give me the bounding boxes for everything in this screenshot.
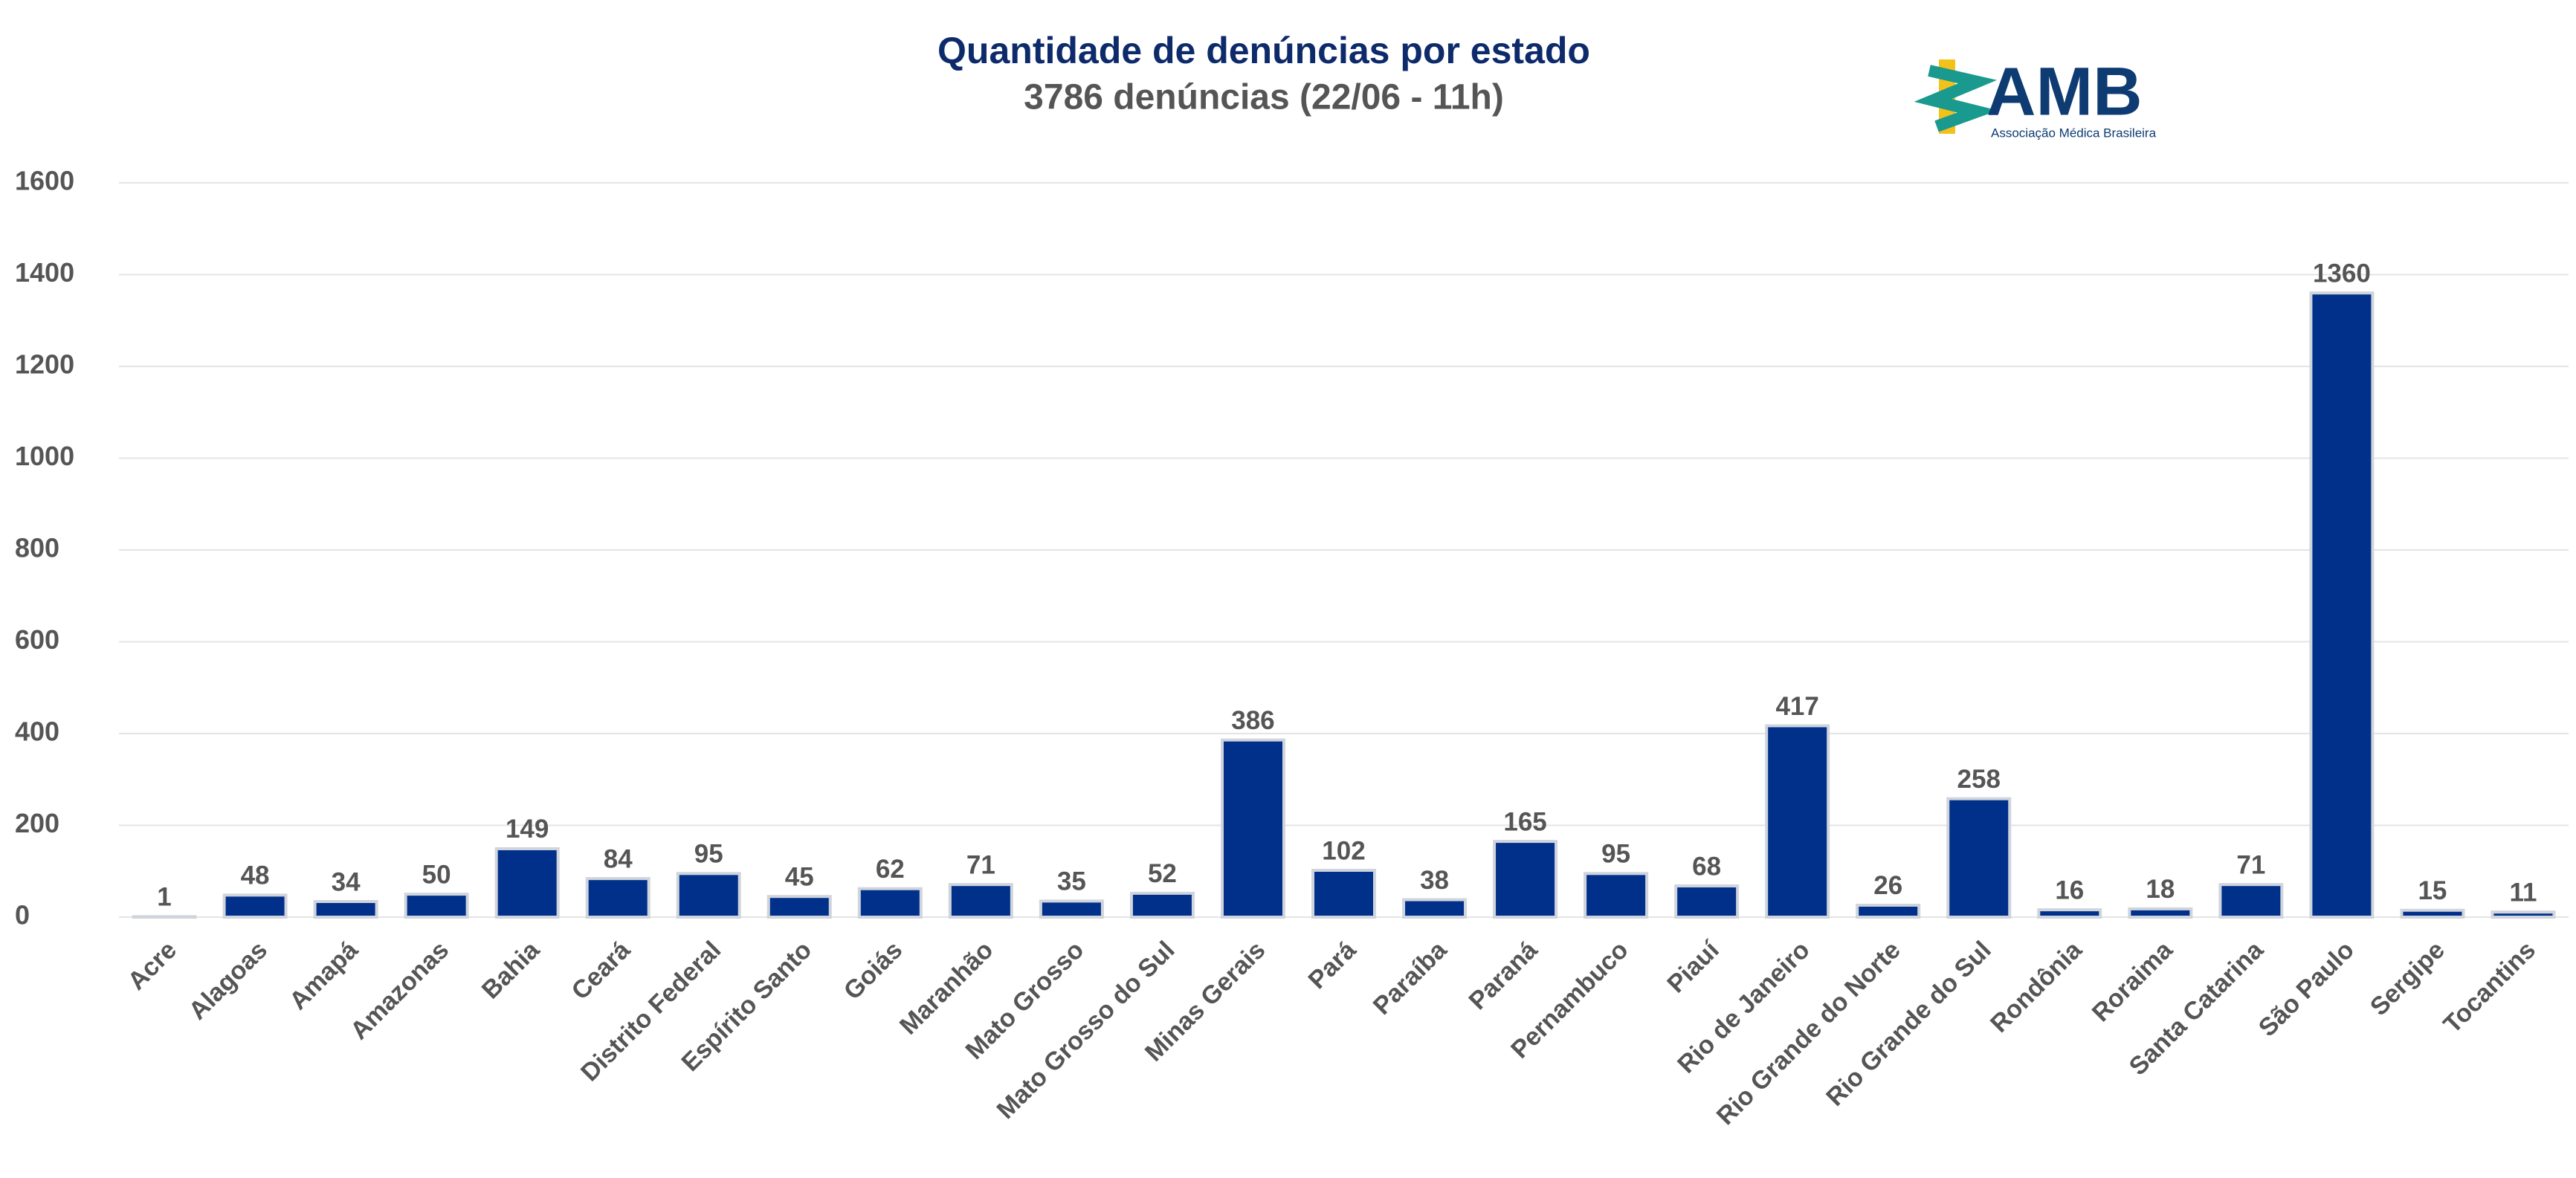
- value-label: 102: [1322, 836, 1365, 865]
- logo: AMB Associação Médica Brasileira: [1914, 54, 2157, 140]
- chart-subtitle: 3786 denúncias (22/06 - 11h): [1024, 78, 1504, 117]
- bar: [2037, 908, 2102, 919]
- bar: [948, 883, 1013, 919]
- bar: [1584, 872, 1649, 919]
- value-label: 165: [1503, 807, 1546, 836]
- value-label: 71: [2236, 850, 2265, 879]
- x-tick-label: Mato Grosso do Sul: [991, 936, 1180, 1124]
- bar: [1220, 738, 1285, 919]
- bar: [2491, 910, 2556, 919]
- bar: [1946, 797, 2012, 919]
- x-tick-label: Amapá: [284, 936, 364, 1015]
- value-label: 16: [2055, 876, 2084, 904]
- value-label: 84: [604, 844, 633, 873]
- x-tick-label: Rondônia: [1985, 935, 2088, 1038]
- x-tick-label: Rio Grande do Sul: [1821, 936, 1997, 1112]
- x-tick-label: Paraná: [1464, 936, 1543, 1015]
- bar: [1674, 884, 1740, 919]
- value-label: 258: [1957, 765, 2001, 794]
- bar: [1856, 903, 1921, 919]
- y-tick-label: 1600: [15, 166, 74, 196]
- value-label: 95: [694, 840, 723, 869]
- value-label: 11: [2509, 878, 2537, 907]
- value-label: 34: [332, 867, 361, 896]
- x-tick-label: Acre: [123, 936, 182, 995]
- bar: [1039, 899, 1104, 919]
- value-label: 68: [1692, 852, 1721, 881]
- x-tick-label: Pará: [1303, 936, 1362, 994]
- bar: [1765, 724, 1830, 919]
- x-tick-label: Alagoas: [184, 936, 273, 1025]
- y-tick-label: 400: [15, 716, 59, 747]
- x-tick-label: Ceará: [566, 936, 636, 1006]
- value-label: 1: [157, 883, 171, 912]
- logo-snake: [1914, 65, 1998, 132]
- value-label: 52: [1148, 859, 1177, 888]
- value-label: 386: [1231, 706, 1274, 735]
- value-label: 95: [1601, 840, 1630, 869]
- x-tick-label: Goiás: [839, 936, 908, 1006]
- x-tick-label: São Paulo: [2253, 936, 2360, 1042]
- value-label: 71: [966, 850, 995, 879]
- bar: [585, 877, 651, 919]
- y-tick-label: 800: [15, 533, 59, 563]
- bar: [2218, 883, 2284, 919]
- value-label: 48: [241, 861, 270, 890]
- value-label: 35: [1057, 867, 1086, 896]
- bar: [1402, 898, 1468, 919]
- value-label: 45: [785, 862, 814, 891]
- bar: [766, 895, 832, 919]
- chart-title: Quantidade de denúncias por estado: [937, 30, 1590, 71]
- logo-text: AMB: [1986, 54, 2143, 129]
- value-label: 1360: [2313, 259, 2371, 288]
- y-tick-label: 600: [15, 624, 59, 655]
- bar: [676, 872, 741, 919]
- bar: [313, 900, 378, 919]
- bar: [494, 847, 560, 919]
- x-tick-label: Piauí: [1662, 935, 1725, 998]
- x-tick-label: Bahia: [477, 935, 546, 1004]
- y-tick-label: 1000: [15, 441, 74, 471]
- value-label: 26: [1873, 871, 1902, 900]
- bar: [222, 893, 288, 919]
- value-label: 18: [2146, 875, 2175, 904]
- x-tick-label: Tocantins: [2438, 936, 2541, 1039]
- bar: [1129, 891, 1195, 919]
- value-label: 149: [506, 815, 549, 844]
- bar: [857, 887, 923, 919]
- value-label: 50: [422, 860, 451, 889]
- bar: [2128, 907, 2193, 919]
- y-tick-label: 200: [15, 808, 59, 838]
- value-label: 15: [2418, 876, 2447, 905]
- bar: [1493, 840, 1558, 919]
- bar: [132, 915, 197, 919]
- value-label: 62: [876, 855, 905, 884]
- y-tick-label: 1400: [15, 257, 74, 288]
- x-tick-label: Paraíba: [1368, 935, 1453, 1020]
- x-tick-label: Sergipe: [2365, 936, 2450, 1021]
- x-tick-label: Roraima: [2087, 935, 2179, 1027]
- value-label: 38: [1420, 866, 1449, 895]
- bar: [2309, 291, 2375, 919]
- y-tick-label: 1200: [15, 349, 74, 380]
- value-label: 417: [1775, 692, 1818, 721]
- x-tick-label: Amazonas: [345, 936, 454, 1045]
- y-tick-label: 0: [15, 900, 30, 931]
- bar: [404, 893, 469, 919]
- bar: [1311, 869, 1376, 919]
- logo-subtitle: Associação Médica Brasileira: [1991, 126, 2157, 140]
- x-tick-label: Rio Grande do Norte: [1711, 936, 1906, 1130]
- bar: [2400, 908, 2465, 919]
